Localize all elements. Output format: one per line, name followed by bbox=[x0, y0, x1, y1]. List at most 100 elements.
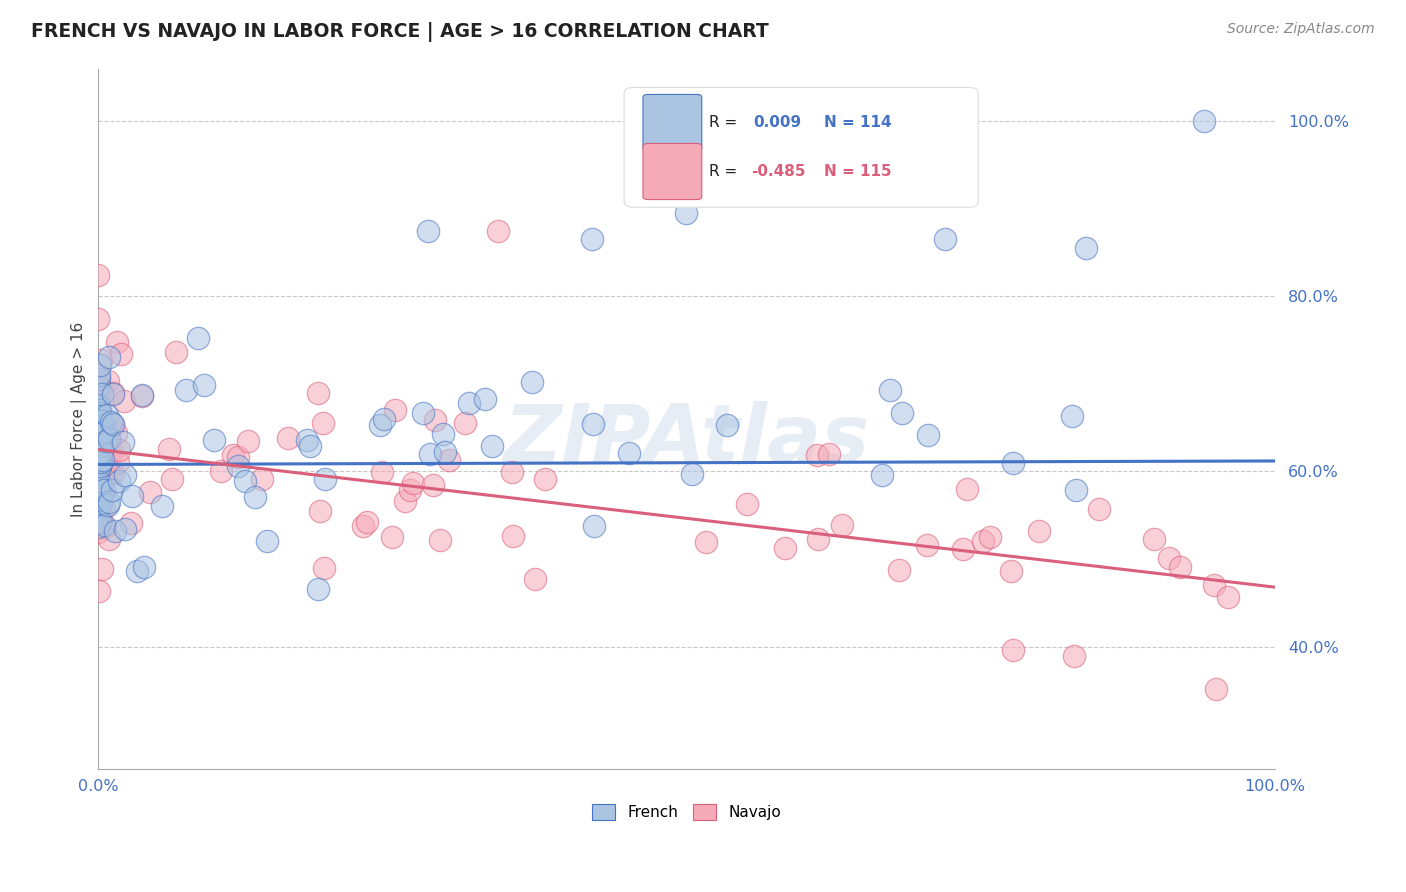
Point bbox=[90, 496, 112, 510]
Point bbox=[104, 524, 127, 538]
Point bbox=[501, 465, 523, 479]
Point bbox=[502, 529, 524, 543]
Point bbox=[101, 483, 124, 497]
Point bbox=[434, 445, 457, 459]
Point bbox=[1204, 578, 1226, 592]
Point bbox=[89, 500, 111, 514]
Point bbox=[120, 516, 142, 531]
Point bbox=[87, 373, 110, 387]
Point bbox=[87, 392, 110, 406]
Point bbox=[773, 541, 796, 555]
Point bbox=[87, 399, 110, 413]
Point bbox=[1063, 649, 1085, 664]
Point bbox=[412, 406, 434, 420]
Point bbox=[1001, 456, 1024, 470]
Point bbox=[373, 411, 395, 425]
Point bbox=[93, 467, 115, 482]
Point bbox=[97, 498, 120, 512]
Point bbox=[437, 452, 460, 467]
Point bbox=[474, 392, 496, 406]
Point bbox=[89, 500, 111, 514]
Point bbox=[87, 399, 110, 413]
Point bbox=[956, 482, 979, 496]
Point bbox=[312, 416, 335, 430]
Point bbox=[1001, 643, 1024, 657]
Point bbox=[89, 515, 111, 529]
Text: R =: R = bbox=[709, 115, 742, 130]
Point bbox=[425, 413, 447, 427]
Point bbox=[87, 442, 110, 456]
Point bbox=[87, 525, 110, 540]
Point bbox=[432, 427, 454, 442]
Point bbox=[87, 405, 110, 419]
Point bbox=[165, 345, 187, 359]
Point bbox=[89, 457, 111, 471]
Point bbox=[103, 417, 125, 431]
Point bbox=[87, 368, 110, 382]
Text: Source: ZipAtlas.com: Source: ZipAtlas.com bbox=[1227, 22, 1375, 37]
Point bbox=[89, 397, 111, 411]
Point bbox=[1168, 560, 1191, 574]
Point bbox=[125, 565, 148, 579]
Point bbox=[429, 533, 451, 547]
Point bbox=[209, 464, 232, 478]
Point bbox=[91, 453, 114, 467]
Point bbox=[807, 532, 830, 546]
Point bbox=[402, 475, 425, 490]
Point bbox=[150, 499, 173, 513]
Point bbox=[193, 378, 215, 392]
Point bbox=[87, 450, 110, 465]
Point bbox=[89, 426, 111, 441]
Point bbox=[138, 484, 160, 499]
Point bbox=[486, 223, 509, 237]
Point bbox=[110, 347, 132, 361]
Point bbox=[87, 477, 110, 491]
Point bbox=[90, 455, 112, 469]
Point bbox=[90, 430, 112, 444]
Point bbox=[97, 351, 120, 365]
Point bbox=[1060, 409, 1083, 424]
Point bbox=[114, 467, 136, 482]
Point bbox=[295, 433, 318, 447]
Point bbox=[454, 417, 477, 431]
Text: N = 114: N = 114 bbox=[824, 115, 891, 130]
Point bbox=[90, 352, 112, 367]
Point bbox=[91, 414, 114, 428]
Point bbox=[90, 515, 112, 529]
Point bbox=[87, 478, 110, 492]
Point bbox=[716, 418, 738, 433]
Point bbox=[87, 520, 110, 534]
Point bbox=[89, 488, 111, 502]
Point bbox=[103, 385, 125, 400]
Point bbox=[87, 498, 110, 512]
Point bbox=[100, 415, 122, 429]
Point bbox=[979, 531, 1001, 545]
Point bbox=[174, 384, 197, 398]
Point bbox=[870, 467, 893, 482]
Point bbox=[112, 393, 135, 408]
FancyBboxPatch shape bbox=[624, 87, 979, 207]
Point bbox=[91, 487, 114, 501]
Point bbox=[277, 432, 299, 446]
FancyBboxPatch shape bbox=[643, 95, 702, 151]
Point bbox=[818, 447, 841, 461]
Point bbox=[314, 472, 336, 486]
Point bbox=[1066, 483, 1088, 497]
Point bbox=[356, 515, 378, 529]
Point bbox=[94, 424, 117, 438]
Point bbox=[91, 475, 114, 489]
Point bbox=[89, 410, 111, 425]
Text: N = 115: N = 115 bbox=[824, 164, 891, 179]
Point bbox=[87, 268, 110, 282]
Point bbox=[524, 573, 547, 587]
Point bbox=[90, 382, 112, 396]
Point bbox=[582, 417, 605, 432]
Point bbox=[114, 522, 136, 536]
Point bbox=[93, 520, 115, 534]
Point bbox=[1087, 501, 1109, 516]
Point bbox=[952, 542, 974, 557]
Point bbox=[94, 434, 117, 448]
Point bbox=[89, 434, 111, 448]
Point bbox=[481, 439, 503, 453]
Point bbox=[89, 423, 111, 437]
